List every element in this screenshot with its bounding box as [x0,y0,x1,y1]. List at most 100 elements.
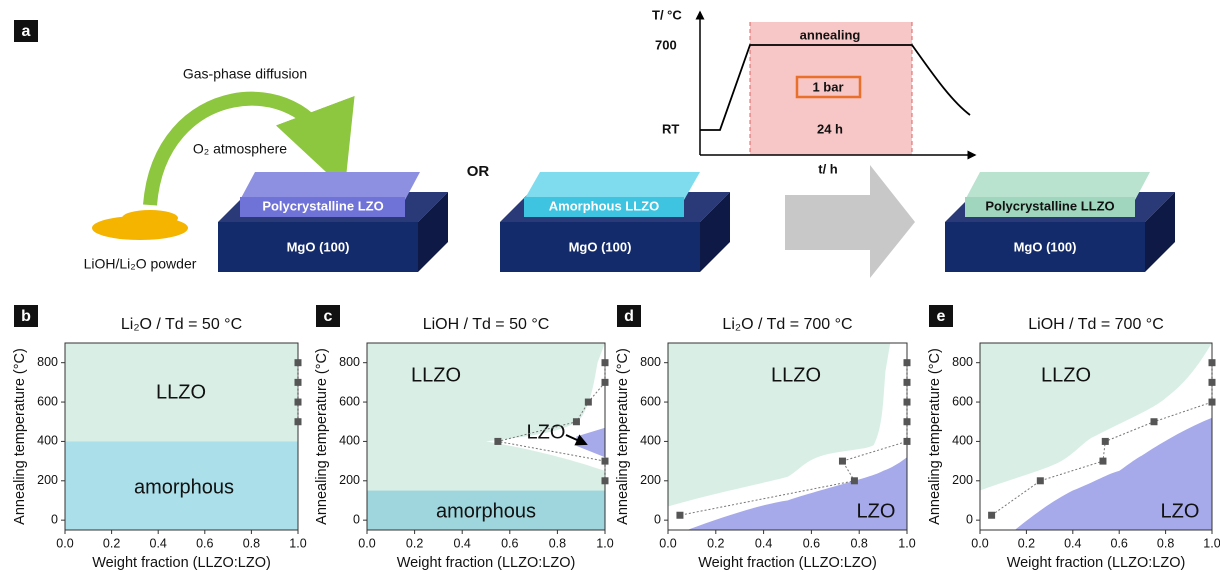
x-tick-label: 1.0 [289,536,306,550]
x-tick-label: 0.8 [243,536,260,550]
data-point [988,512,995,519]
y-tick-label: 0 [51,512,58,526]
inset-y-label: T/ °C [652,7,682,22]
inset-x-label: t/ h [818,161,838,176]
x-tick-label: 0.4 [454,536,471,550]
data-point [602,477,609,484]
panel-label: b [21,308,31,325]
data-point [295,379,302,386]
data-point [295,399,302,406]
inset-stage: annealing [800,27,861,42]
x-tick-label: 0.8 [851,536,868,550]
x-tick-label: 1.0 [1203,536,1220,550]
y-tick-label: 600 [339,394,360,408]
data-point [573,418,580,425]
or-label: OR [467,163,490,180]
y-tick-label: 400 [952,434,973,448]
substrate-label: MgO (100) [1014,239,1077,254]
y-tick-label: 200 [952,473,973,487]
data-point [602,379,609,386]
y-axis-title: Annealing temperature (°C) [12,348,28,525]
x-axis-title: Weight fraction (LLZO:LZO) [397,555,576,571]
region-label: LZO [1161,500,1200,522]
x-tick-label: 1.0 [596,536,613,550]
x-tick-label: 0.4 [1064,536,1081,550]
region-label: LLZO [156,381,206,403]
y-tick-label: 800 [640,355,661,369]
y-tick-label: 200 [640,473,661,487]
inset-pressure: 1 bar [812,79,843,94]
data-point [904,359,911,366]
x-axis-title: Weight fraction (LLZO:LZO) [698,555,877,571]
plot-area [65,343,298,530]
substrate [945,172,1175,272]
substrate-label: MgO (100) [287,239,350,254]
data-point [494,438,501,445]
x-tick-label: 0.6 [196,536,213,550]
x-tick-label: 1.0 [898,536,915,550]
y-tick-label: 800 [37,355,58,369]
atmosphere-label: O₂ atmosphere [193,141,287,157]
data-point [585,399,592,406]
x-tick-label: 0.8 [1157,536,1174,550]
x-tick-label: 0.2 [103,536,120,550]
x-tick-label: 0.4 [150,536,167,550]
x-tick-label: 0.2 [707,536,724,550]
data-point [904,418,911,425]
panel-label: e [937,308,946,325]
data-point [1099,458,1106,465]
region-label: LLZO [411,364,461,386]
x-tick-label: 0.2 [1018,536,1035,550]
y-tick-label: 600 [640,394,661,408]
region-label: LZO [857,500,896,522]
chart-title: LiOH / Td = 700 °C [1028,316,1164,333]
y-tick-label: 0 [353,512,360,526]
process-arrow [785,165,915,278]
data-point [1209,359,1216,366]
data-point [1037,477,1044,484]
chart-title: Li₂O / Td = 700 °C [722,316,852,333]
y-tick-label: 400 [37,434,58,448]
film-label: Polycrystalline LZO [262,198,383,213]
film-label: Polycrystalline LLZO [985,198,1114,213]
x-axis-title: Weight fraction (LLZO:LZO) [1007,555,1186,571]
data-point [904,438,911,445]
x-tick-label: 0.0 [971,536,988,550]
data-point [904,379,911,386]
y-tick-label: 400 [640,434,661,448]
data-point [295,359,302,366]
powder-label: LiOH/Li₂O powder [84,256,197,272]
x-tick-label: 0.6 [501,536,518,550]
data-point [295,418,302,425]
x-tick-label: 0.4 [755,536,772,550]
y-tick-label: 800 [952,355,973,369]
powder [92,210,188,240]
data-point [851,477,858,484]
x-tick-label: 0.0 [659,536,676,550]
y-axis-title: Annealing temperature (°C) [927,348,943,525]
y-tick-label: 0 [966,512,973,526]
y-tick-label: 600 [952,394,973,408]
region-label: LLZO [771,364,821,386]
y-tick-label: 600 [37,394,58,408]
y-axis-title: Annealing temperature (°C) [314,348,330,525]
figure: a Gas-phase diffusion O₂ atmosphere LiOH… [0,0,1220,572]
substrate [218,172,448,272]
inset-tick: 700 [655,37,677,52]
x-tick-label: 0.0 [358,536,375,550]
y-tick-label: 200 [37,473,58,487]
region-label: LLZO [1041,364,1091,386]
x-axis-title: Weight fraction (LLZO:LZO) [92,555,271,571]
region-label: amorphous [436,500,536,522]
data-point [1151,418,1158,425]
data-point [602,458,609,465]
x-tick-label: 0.0 [56,536,73,550]
y-tick-label: 0 [654,512,661,526]
inset-duration: 24 h [817,121,843,136]
x-tick-label: 0.6 [1111,536,1128,550]
inset-tick: RT [662,121,679,136]
data-point [839,458,846,465]
y-tick-label: 800 [339,355,360,369]
data-point [904,399,911,406]
film-label: Amorphous LLZO [549,198,660,213]
